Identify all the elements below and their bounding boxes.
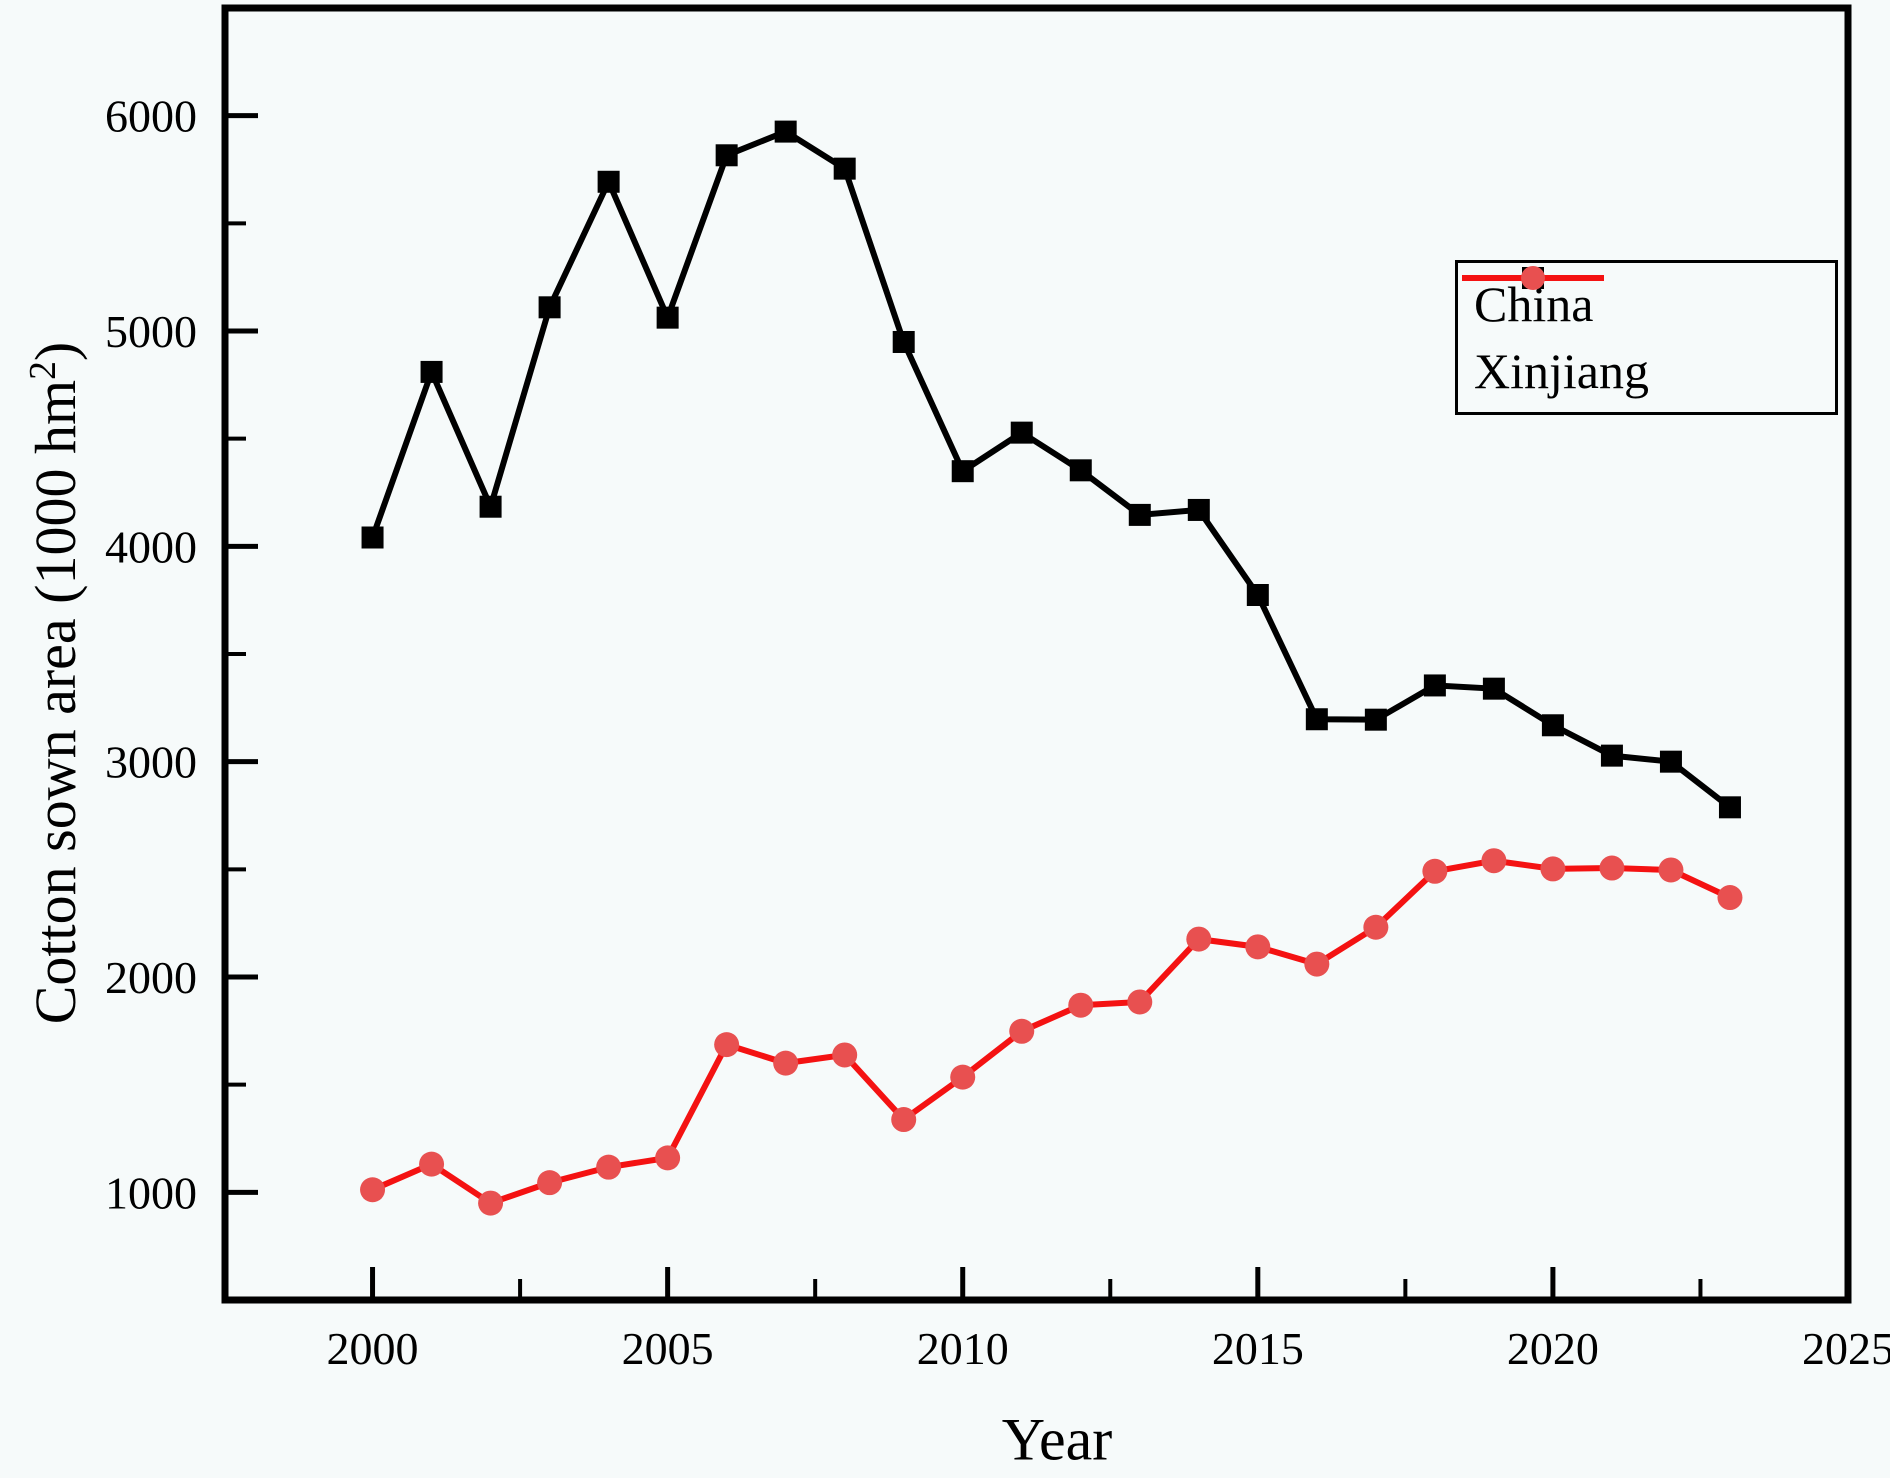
plot-frame [221, 4, 1852, 1304]
data-point-xinjiang [596, 1154, 622, 1180]
data-point-china [1069, 459, 1092, 482]
data-point-xinjiang [1186, 926, 1212, 952]
x-tick-label: 2010 [917, 1323, 1009, 1374]
xinjiang-line-sample-icon [1462, 266, 1604, 290]
data-point-china [715, 144, 738, 167]
series-line-xinjiang [371, 857, 1732, 1207]
y-tick-label: 1000 [105, 1167, 197, 1218]
data-point-xinjiang [714, 1032, 740, 1058]
x-tick-label: 2025 [1802, 1323, 1890, 1374]
data-point-china [774, 120, 797, 143]
data-point-china [1423, 674, 1446, 697]
series-line-china [369, 128, 1732, 810]
data-point-xinjiang [1304, 951, 1330, 977]
y-tick-label: 6000 [105, 91, 197, 142]
x-axis-title: Year [1001, 1406, 1113, 1473]
data-point-xinjiang [537, 1170, 563, 1196]
legend-label-xinjiang: Xinjiang [1474, 342, 1649, 399]
data-point-china [1659, 750, 1682, 773]
y-tick-label: 2000 [105, 952, 197, 1003]
data-point-xinjiang [1009, 1018, 1035, 1044]
data-point-xinjiang [1068, 992, 1094, 1018]
data-point-xinjiang [1717, 885, 1743, 911]
data-point-xinjiang [1422, 858, 1448, 884]
data-point-china [1482, 677, 1505, 700]
data-point-xinjiang [478, 1190, 504, 1216]
y-tick-label: 4000 [105, 521, 197, 572]
x-tick-label: 2015 [1212, 1323, 1304, 1374]
data-point-xinjiang [1245, 934, 1271, 960]
data-point-xinjiang [773, 1050, 799, 1076]
x-tick-label: 2000 [327, 1323, 419, 1374]
data-point-china [1305, 708, 1328, 731]
x-tick-label: 2020 [1507, 1323, 1599, 1374]
data-point-xinjiang [1481, 848, 1507, 874]
data-point-xinjiang [832, 1042, 858, 1068]
data-point-china [361, 526, 384, 549]
legend-item-xinjiang: Xinjiang [1458, 266, 1835, 399]
data-point-xinjiang [1599, 855, 1625, 881]
data-point-xinjiang [891, 1107, 917, 1133]
data-point-xinjiang [1363, 914, 1389, 940]
data-point-xinjiang [950, 1064, 976, 1090]
data-point-china [1128, 503, 1151, 526]
data-point-china [597, 170, 620, 193]
data-point-china [1187, 498, 1210, 521]
data-point-xinjiang [1540, 856, 1566, 882]
data-point-china [1600, 744, 1623, 767]
x-tick-label: 2005 [622, 1323, 714, 1374]
data-point-china [479, 495, 502, 518]
y-axis-title: Cotton sown area (1000 hm2) [21, 341, 89, 1025]
data-point-china [892, 330, 915, 353]
data-point-china [1364, 708, 1387, 731]
data-point-xinjiang [1127, 989, 1153, 1015]
data-point-xinjiang [1658, 857, 1684, 883]
data-point-china [538, 296, 561, 319]
y-tick-label: 5000 [105, 306, 197, 357]
data-point-china [1718, 796, 1741, 819]
y-tick-label: 3000 [105, 737, 197, 788]
data-point-xinjiang [419, 1151, 445, 1177]
data-point-china [420, 360, 443, 383]
data-point-china [1246, 583, 1269, 606]
legend: China Xinjiang [1455, 260, 1838, 415]
data-point-xinjiang [360, 1177, 386, 1203]
data-point-china [1541, 714, 1564, 737]
data-point-china [656, 306, 679, 329]
data-point-china [1010, 421, 1033, 444]
data-point-china [833, 157, 856, 180]
data-point-xinjiang [655, 1145, 681, 1171]
data-point-china [951, 460, 974, 483]
